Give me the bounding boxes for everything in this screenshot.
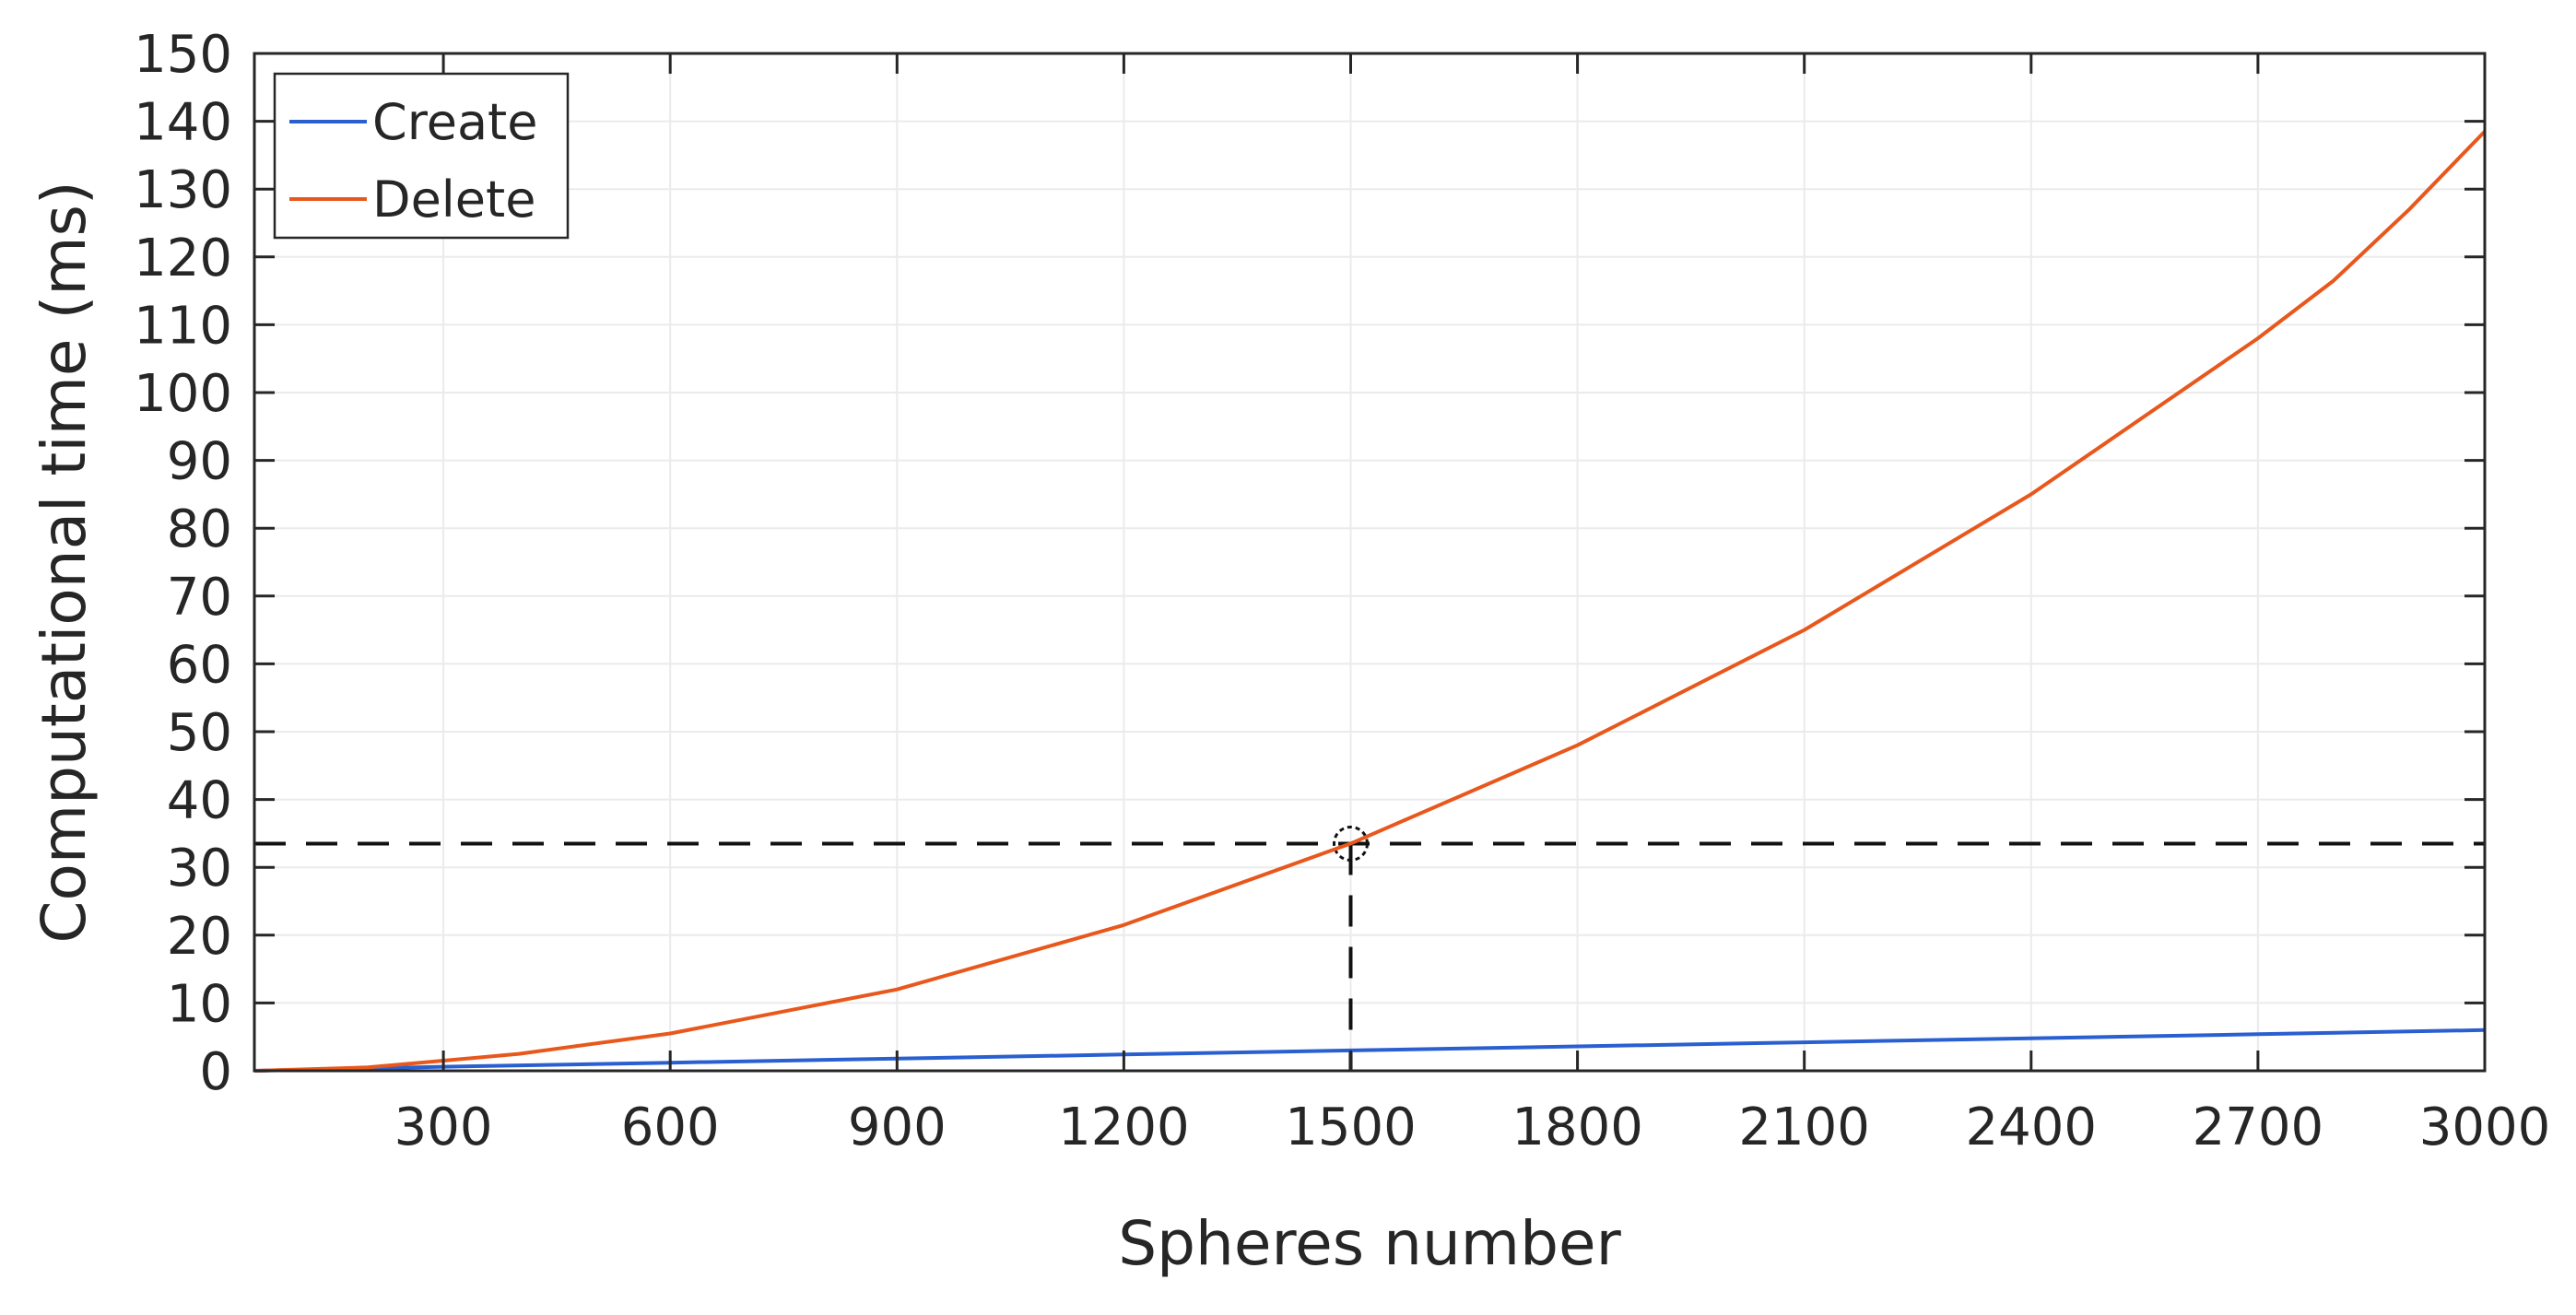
- legend: Create Delete: [273, 72, 570, 240]
- x-tick-label: 600: [621, 1098, 720, 1157]
- x-tick-label: 300: [394, 1098, 493, 1157]
- x-tick-label: 2700: [2193, 1098, 2324, 1157]
- y-tick-label: 20: [167, 907, 232, 967]
- y-tick-label: 0: [199, 1042, 232, 1102]
- series-layer: [253, 130, 2487, 1073]
- plot-frame: [253, 52, 2487, 1073]
- y-tick-label: 130: [134, 160, 232, 220]
- y-tick-label: 60: [167, 635, 232, 695]
- y-tick-label: 150: [134, 25, 232, 85]
- y-axis-label: Computational time (ms): [29, 181, 100, 943]
- y-tick-label: 10: [167, 974, 232, 1034]
- annotation-layer: [254, 825, 2485, 1071]
- series-line-create: [253, 1027, 2486, 1073]
- x-tick-label: 1500: [1285, 1098, 1417, 1157]
- x-tick-label: 2100: [1738, 1098, 1870, 1157]
- legend-label-create: Create: [372, 93, 537, 151]
- y-tick-label: 120: [134, 229, 232, 288]
- y-tick-label: 90: [167, 432, 232, 492]
- x-tick-label: 1200: [1058, 1098, 1190, 1157]
- y-tick-label: 80: [167, 499, 232, 559]
- y-tick-label: 40: [167, 771, 232, 831]
- x-tick-label: 1800: [1511, 1098, 1643, 1157]
- legend-label-delete: Delete: [372, 170, 535, 229]
- y-tick-label: 30: [167, 839, 232, 898]
- series-line-delete: [253, 130, 2487, 1073]
- tick-layer: 300 600 900 1200 1500 1800 2100 2400 2700 3000 0 10…: [134, 25, 2550, 1157]
- legend-box: [273, 72, 570, 240]
- y-tick-label: 100: [134, 364, 232, 424]
- x-tick-label: 900: [848, 1098, 947, 1157]
- x-axis-label: Spheres number: [1118, 1208, 1621, 1279]
- y-tick-label: 50: [167, 703, 232, 763]
- x-tick-label: 3000: [2419, 1098, 2551, 1157]
- y-tick-label: 70: [167, 568, 232, 628]
- x-tick-label: 2400: [1966, 1098, 2098, 1157]
- y-tick-label: 110: [134, 296, 232, 356]
- intersection-marker: [1332, 825, 1369, 862]
- y-tick-label: 140: [134, 93, 232, 153]
